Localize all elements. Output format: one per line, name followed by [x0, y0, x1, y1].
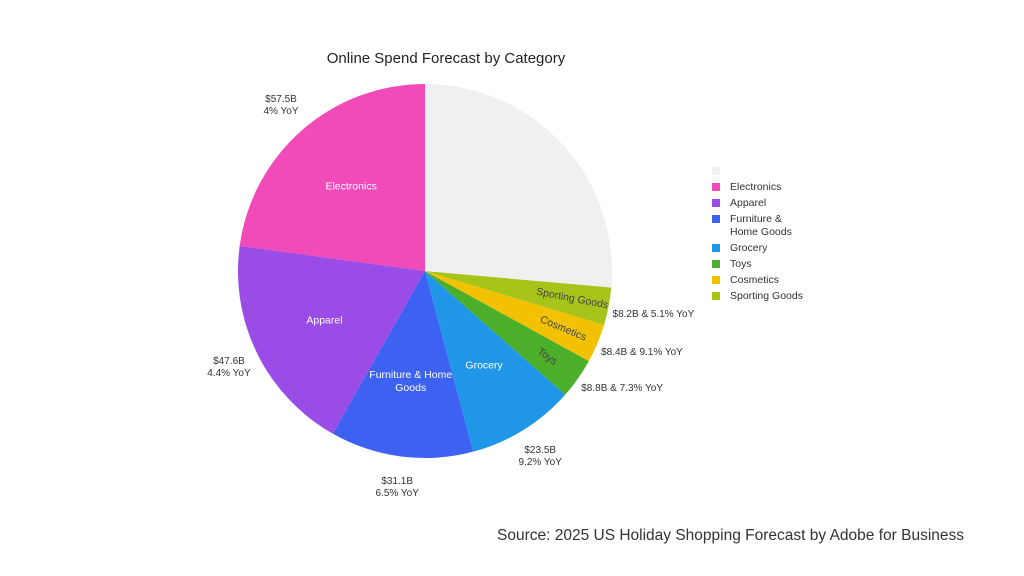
value-label: $31.1B 6.5% YoY — [357, 476, 437, 500]
value-label-line: 4% YoY — [263, 106, 299, 118]
value-label-line: $57.5B — [265, 94, 297, 106]
legend-item: Grocery — [712, 242, 810, 255]
legend-item: Sporting Goods — [712, 290, 810, 303]
pie-slice — [425, 271, 605, 362]
value-label: $8.4B & 9.1% YoY — [601, 347, 683, 359]
legend-spacer — [730, 165, 810, 178]
legend-swatch — [712, 183, 720, 191]
legend-item: Apparel — [712, 197, 810, 210]
legend-label: Furniture & Home Goods — [730, 213, 792, 238]
legend-swatch — [712, 276, 720, 284]
legend-swatch — [712, 167, 720, 175]
value-label: $47.6B 4.4% YoY — [189, 356, 269, 380]
value-label: $8.2B & 5.1% YoY — [613, 309, 695, 321]
value-label-line: $31.1B — [381, 476, 414, 488]
slice-label: Apparel — [306, 314, 343, 327]
value-label-line: $47.6B — [213, 356, 245, 368]
legend-item — [712, 165, 810, 178]
pie-slice — [425, 84, 612, 288]
legend-label: Sporting Goods — [730, 290, 803, 302]
legend-swatch — [712, 215, 720, 223]
legend-label: Cosmetics — [730, 274, 780, 286]
legend-label: Apparel — [730, 197, 767, 209]
legend-swatch — [712, 244, 720, 252]
slice-label: Grocery — [465, 359, 503, 372]
value-label-line: 4.4% YoY — [207, 368, 251, 380]
value-label-line: 6.5% YoY — [375, 488, 419, 500]
pie-slice — [425, 271, 566, 452]
pie-slice — [237, 245, 425, 434]
legend-item: Furniture & Home Goods — [712, 213, 810, 239]
legend-label: Electronics — [730, 181, 782, 193]
legend-swatch — [712, 292, 720, 300]
value-label: $8.8B & 7.3% YoY — [581, 383, 663, 395]
value-label: $57.5B 4% YoY — [241, 94, 321, 118]
legend-swatch — [712, 260, 720, 268]
value-label-line: $8.2B & 5.1% YoY — [612, 309, 695, 321]
legend-item: Electronics — [712, 181, 810, 194]
legend-label: Grocery — [730, 242, 768, 254]
value-label-line: 9.2% YoY — [518, 456, 562, 468]
source: Source: 2025 US Holiday Shopping Forecas… — [497, 527, 964, 544]
value-label-line: $8.4B & 9.1% YoY — [601, 347, 683, 358]
legend-item: Toys — [712, 258, 810, 271]
pie-slice — [332, 271, 474, 458]
legend-item: Cosmetics — [712, 274, 810, 287]
value-label-line: $8.8B & 7.3% YoY — [581, 382, 663, 394]
pie-slice — [425, 271, 589, 395]
slice-label: Furniture & Home Goods — [369, 369, 453, 395]
pie-slice — [425, 271, 612, 325]
chart-title: Online Spend Forecast by Category — [326, 50, 566, 67]
slice-label: Electronics — [325, 180, 377, 193]
legend-swatch — [712, 199, 720, 207]
pie-slice — [239, 84, 425, 271]
value-label-line: $23.5B — [524, 444, 557, 456]
legend-label: Toys — [730, 258, 752, 270]
value-label: $23.5B 9.2% YoY — [500, 445, 580, 469]
